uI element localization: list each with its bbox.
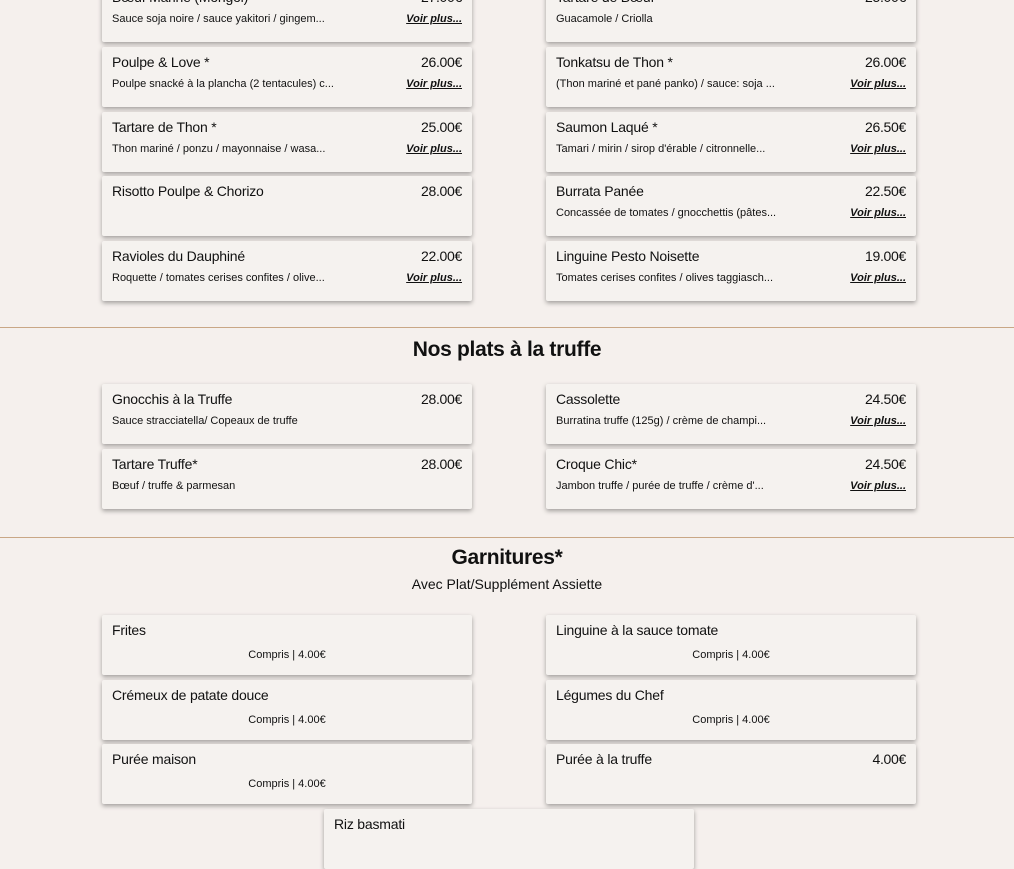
item-description: Roquette / tomates cerises confites / ol… — [112, 272, 325, 284]
item-name: Légumes du Chef — [556, 687, 664, 703]
item-description: Bœuf / truffe & parmesan — [112, 480, 236, 492]
menu-item-card[interactable]: Crémeux de patate douce Compris | 4.00€ — [102, 680, 472, 740]
voir-plus-link[interactable]: Voir plus... — [406, 13, 462, 25]
item-price: 28.00€ — [420, 456, 462, 472]
item-price: 4.00€ — [872, 751, 906, 767]
item-price: 28.00€ — [420, 391, 462, 407]
item-name: Tonkatsu de Thon * — [556, 54, 673, 70]
voir-plus-link[interactable]: Voir plus... — [850, 143, 906, 155]
voir-plus-link[interactable]: Voir plus... — [406, 272, 462, 284]
item-name: Bœuf Mariné (Mongol) — [112, 0, 248, 5]
item-name: Linguine à la sauce tomate — [556, 622, 719, 638]
menu-item-card[interactable]: Gnocchis à la Truffe 28.00€ Sauce straccia… — [102, 384, 472, 444]
item-name: Risotto Poulpe & Chorizo — [112, 183, 264, 199]
item-description: Guacamole / Criolla — [556, 13, 653, 25]
menu-item-card[interactable]: Risotto Poulpe & Chorizo 28.00€ — [102, 176, 472, 236]
menu-item-card[interactable]: Purée maison Compris | 4.00€ — [102, 744, 472, 804]
item-name: Purée à la truffe — [556, 751, 652, 767]
item-price: 26.50€ — [864, 119, 906, 135]
menu-item-card[interactable]: Légumes du Chef Compris | 4.00€ — [546, 680, 916, 740]
voir-plus-link[interactable]: Voir plus... — [850, 415, 906, 427]
item-description: Thon mariné / ponzu / mayonnaise / wasa.… — [112, 143, 326, 155]
item-name: Frites — [112, 622, 146, 638]
item-name: Tartare Truffe* — [112, 456, 198, 472]
menu-item-card[interactable]: Poulpe & Love * 26.00€ Poulpe snacké à la … — [102, 47, 472, 107]
item-price: 24.50€ — [864, 456, 906, 472]
item-name: Cassolette — [556, 391, 621, 407]
voir-plus-link[interactable]: Voir plus... — [406, 78, 462, 90]
item-description: Sauce soja noire / sauce yakitori / ging… — [112, 13, 325, 25]
item-description: Jambon truffe / purée de truffe / crème … — [556, 480, 764, 492]
voir-plus-link[interactable]: Voir plus... — [850, 207, 906, 219]
section-divider — [0, 327, 1014, 328]
item-name: Croque Chic* — [556, 456, 637, 472]
item-description: Tamari / mirin / sirop d'érable / citron… — [556, 143, 766, 155]
item-price: 26.00€ — [420, 54, 462, 70]
item-name: Purée maison — [112, 751, 196, 767]
item-description: Sauce stracciatella/ Copeaux de truffe — [112, 415, 298, 427]
item-price: 27.00€ — [421, 0, 462, 5]
menu-item-card[interactable]: Frites Compris | 4.00€ — [102, 615, 472, 675]
item-name: Ravioles du Dauphiné — [112, 248, 245, 264]
item-name: Poulpe & Love * — [112, 54, 210, 70]
item-name: Saumon Laqué * — [556, 119, 658, 135]
item-name: Crémeux de patate douce — [112, 687, 269, 703]
section-title: Garnitures* — [451, 546, 563, 569]
item-description: (Thon mariné et pané panko) / sauce: soj… — [556, 78, 775, 90]
voir-plus-link[interactable]: Voir plus... — [850, 78, 906, 90]
item-price: 19.00€ — [864, 248, 906, 264]
item-included-price: Compris | 4.00€ — [692, 714, 770, 726]
menu-item-card[interactable]: Linguine Pesto Noisette 19.00€ Tomates cer… — [546, 241, 916, 301]
item-price: 25.00€ — [865, 0, 906, 5]
item-price: 28.00€ — [420, 183, 462, 199]
item-name: Riz basmati — [334, 816, 405, 832]
menu-item-card[interactable]: Bœuf Mariné (Mongol) 27.00€ Sauce soja noi… — [102, 0, 472, 42]
item-name: Tartare de Bœuf — [556, 0, 654, 5]
item-price: 26.00€ — [864, 54, 906, 70]
item-included-price: Compris | 4.00€ — [248, 778, 326, 790]
item-description: Concassée de tomates / gnocchettis (pâte… — [556, 207, 777, 219]
voir-plus-link[interactable]: Voir plus... — [850, 480, 906, 492]
voir-plus-link[interactable]: Voir plus... — [850, 272, 906, 284]
item-price: 25.00€ — [420, 119, 462, 135]
menu-item-card[interactable]: Tartare Truffe* 28.00€ Bœuf / truffe & par… — [102, 449, 472, 509]
item-name: Tartare de Thon * — [112, 119, 217, 135]
menu-item-card[interactable]: Tartare de Thon * 25.00€ Thon mariné / pon… — [102, 112, 472, 172]
menu-item-card[interactable]: Linguine à la sauce tomate Compris | 4.00… — [546, 615, 916, 675]
menu-item-card[interactable]: Purée à la truffe 4.00€ — [546, 744, 916, 804]
menu-item-card[interactable]: Riz basmati — [324, 809, 694, 869]
section-title: Nos plats à la truffe — [412, 338, 602, 361]
menu-item-card[interactable]: Tartare de Bœuf 25.00€ Guacamole / Criolla — [546, 0, 916, 42]
item-price: 22.00€ — [420, 248, 462, 264]
section-subtitle: Avec Plat/Supplément Assiette — [411, 576, 603, 592]
menu-item-card[interactable]: Cassolette 24.50€ Burratina truffe (125g) … — [546, 384, 916, 444]
item-name: Burrata Panée — [556, 183, 644, 199]
item-name: Linguine Pesto Noisette — [556, 248, 700, 264]
item-included-price: Compris | 4.00€ — [692, 649, 770, 661]
menu-item-card[interactable]: Ravioles du Dauphiné 22.00€ Roquette / tom… — [102, 241, 472, 301]
item-price: 24.50€ — [864, 391, 906, 407]
item-included-price: Compris | 4.00€ — [248, 714, 326, 726]
menu-item-card[interactable]: Burrata Panée 22.50€ Concassée de tomates … — [546, 176, 916, 236]
item-description: Tomates cerises confites / olives taggia… — [556, 272, 774, 284]
menu-item-card[interactable]: Croque Chic* 24.50€ Jambon truffe / purée … — [546, 449, 916, 509]
item-name: Gnocchis à la Truffe — [112, 391, 233, 407]
item-price: 22.50€ — [864, 183, 906, 199]
section-divider — [0, 537, 1014, 538]
menu-item-card[interactable]: Tonkatsu de Thon * 26.00€ (Thon mariné et … — [546, 47, 916, 107]
item-description: Burratina truffe (125g) / crème de champ… — [556, 415, 767, 427]
item-included-price: Compris | 4.00€ — [248, 649, 326, 661]
menu-item-card[interactable]: Saumon Laqué * 26.50€ Tamari / mirin / sir… — [546, 112, 916, 172]
voir-plus-link[interactable]: Voir plus... — [406, 143, 462, 155]
item-description: Poulpe snacké à la plancha (2 tentacules… — [112, 78, 334, 90]
